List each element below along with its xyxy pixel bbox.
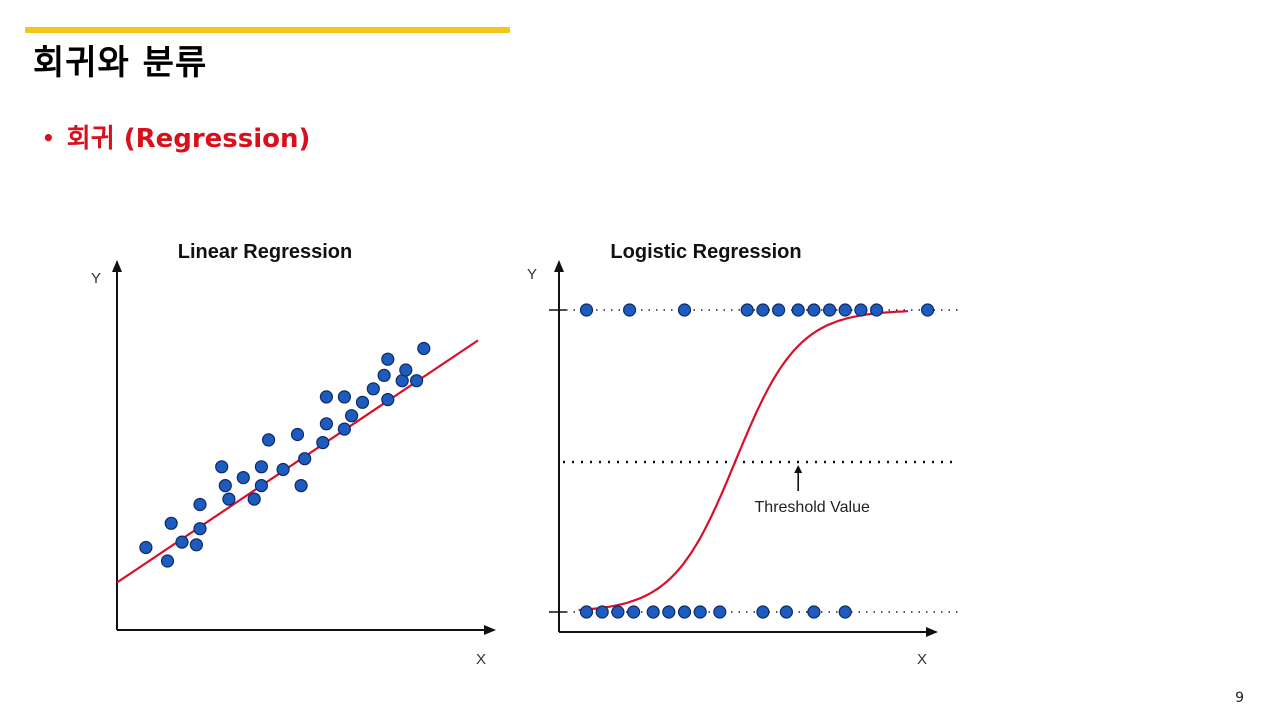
- linear-data-point: [222, 492, 236, 506]
- linear-data-point: [381, 352, 395, 366]
- linear-chart: Linear Regression Y X: [91, 241, 496, 668]
- logistic-point-class-0: [677, 605, 692, 619]
- page-number: 9: [1235, 690, 1244, 706]
- threshold-label: Threshold Value: [755, 499, 870, 516]
- logistic-point-class-0: [626, 605, 641, 619]
- linear-data-point: [319, 417, 333, 431]
- logistic-point-class-1: [756, 303, 770, 317]
- logistic-point-class-1: [807, 303, 821, 317]
- linear-data-point: [193, 522, 207, 536]
- accent-bar: [25, 27, 510, 33]
- linear-data-point: [262, 433, 276, 447]
- linear-data-point: [193, 497, 207, 512]
- linear-x-label: X: [476, 651, 486, 668]
- logistic-point-class-1: [920, 303, 935, 317]
- linear-data-point: [355, 395, 370, 409]
- linear-data-point: [316, 436, 330, 450]
- logistic-point-class-0: [756, 605, 770, 619]
- linear-data-point: [381, 393, 395, 407]
- logistic-point-class-1: [579, 303, 594, 317]
- linear-data-point: [247, 492, 261, 506]
- logistic-y-label: Y: [527, 266, 537, 283]
- logistic-point-class-1: [838, 303, 852, 317]
- linear-points: [139, 341, 431, 568]
- logistic-point-class-0: [662, 605, 676, 619]
- logistic-chart: Logistic Regression Y X Threshold Value: [527, 241, 960, 668]
- linear-data-point: [377, 368, 391, 382]
- linear-data-point: [399, 363, 413, 377]
- logistic-point-class-1: [771, 303, 786, 317]
- logistic-point-class-0: [611, 605, 625, 619]
- linear-data-point: [236, 471, 250, 485]
- linear-data-point: [319, 390, 333, 404]
- linear-data-point: [218, 479, 232, 493]
- linear-y-label: Y: [91, 270, 101, 287]
- logistic-x-label: X: [917, 651, 927, 668]
- linear-data-point: [164, 516, 178, 530]
- linear-data-point: [189, 538, 203, 552]
- linear-data-point: [254, 460, 268, 474]
- logistic-point-class-1: [854, 303, 868, 317]
- linear-data-point: [175, 535, 189, 549]
- logistic-points: [579, 303, 935, 619]
- bullet-dot-icon: •: [42, 126, 55, 150]
- linear-chart-title: Linear Regression: [178, 241, 353, 263]
- linear-data-point: [160, 554, 175, 568]
- linear-data-point: [417, 341, 431, 356]
- bullet-item: • 회귀 (Regression): [42, 121, 310, 158]
- logistic-point-class-1: [791, 303, 805, 317]
- linear-data-point: [366, 382, 380, 396]
- logistic-point-class-0: [646, 605, 660, 619]
- logistic-point-class-0: [693, 605, 707, 619]
- linear-data-point: [254, 479, 268, 493]
- linear-data-point: [298, 452, 312, 466]
- linear-data-point: [290, 427, 305, 442]
- logistic-point-class-0: [579, 605, 594, 619]
- sigmoid-curve: [578, 310, 909, 612]
- logistic-point-class-0: [595, 605, 609, 619]
- linear-data-point: [215, 460, 229, 474]
- logistic-point-class-0: [779, 605, 794, 619]
- logistic-point-class-1: [822, 303, 837, 317]
- logistic-point-class-1: [869, 303, 884, 317]
- linear-data-point: [294, 479, 308, 493]
- logistic-chart-title: Logistic Regression: [610, 241, 801, 263]
- logistic-point-class-0: [838, 605, 852, 619]
- logistic-point-class-1: [677, 303, 692, 317]
- linear-fit-line: [116, 339, 479, 584]
- logistic-point-class-1: [622, 303, 637, 317]
- slide-title: 회귀와 분류: [33, 43, 208, 83]
- linear-data-point: [410, 374, 424, 388]
- logistic-point-class-0: [713, 605, 727, 619]
- logistic-point-class-0: [807, 605, 821, 619]
- logistic-point-class-1: [740, 303, 754, 317]
- linear-data-point: [337, 390, 351, 404]
- linear-data-point: [345, 409, 359, 423]
- linear-data-point: [337, 422, 351, 436]
- linear-data-point: [139, 540, 153, 555]
- linear-data-point: [276, 462, 290, 477]
- bullet-text: 회귀 (Regression): [66, 124, 311, 154]
